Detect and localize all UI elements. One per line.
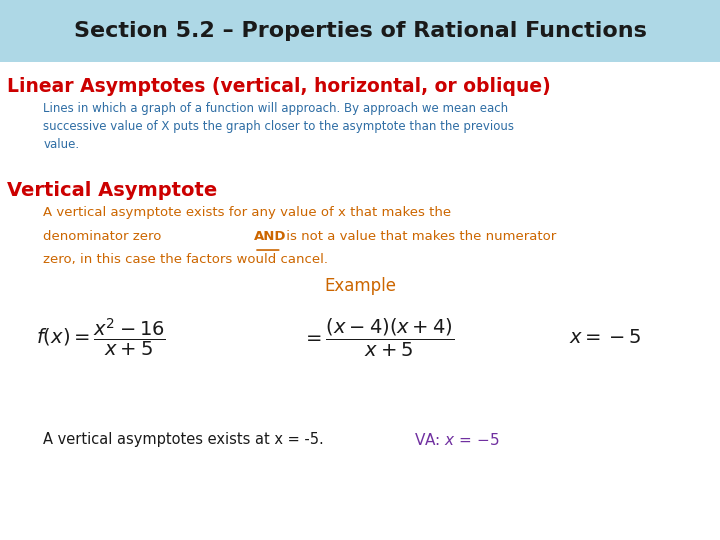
Text: Example: Example: [324, 277, 396, 295]
Text: Linear Asymptotes (vertical, horizontal, or oblique): Linear Asymptotes (vertical, horizontal,…: [7, 77, 551, 96]
Text: VA: $\it{x}$ = $-5$: VA: $\it{x}$ = $-5$: [414, 432, 500, 448]
Text: is not a value that makes the numerator: is not a value that makes the numerator: [282, 230, 556, 242]
Text: A vertical asymptotes exists at x = -5.: A vertical asymptotes exists at x = -5.: [43, 432, 324, 447]
Text: $= \dfrac{(x-4)(x+4)}{x + 5}$: $= \dfrac{(x-4)(x+4)}{x + 5}$: [302, 316, 454, 359]
Text: Section 5.2 – Properties of Rational Functions: Section 5.2 – Properties of Rational Fun…: [73, 21, 647, 42]
Text: $x = -5$: $x = -5$: [569, 328, 642, 347]
Text: zero, in this case the factors would cancel.: zero, in this case the factors would can…: [43, 253, 328, 266]
Text: $f(x) = \dfrac{x^2 - 16}{x + 5}$: $f(x) = \dfrac{x^2 - 16}{x + 5}$: [36, 316, 166, 359]
Text: denominator zero: denominator zero: [43, 230, 166, 242]
Text: Vertical Asymptote: Vertical Asymptote: [7, 181, 217, 200]
Text: Lines in which a graph of a function will approach. By approach we mean each
suc: Lines in which a graph of a function wil…: [43, 102, 514, 151]
Text: AND: AND: [254, 230, 287, 242]
Text: A vertical asymptote exists for any value of x that makes the: A vertical asymptote exists for any valu…: [43, 206, 451, 219]
FancyBboxPatch shape: [0, 0, 720, 62]
